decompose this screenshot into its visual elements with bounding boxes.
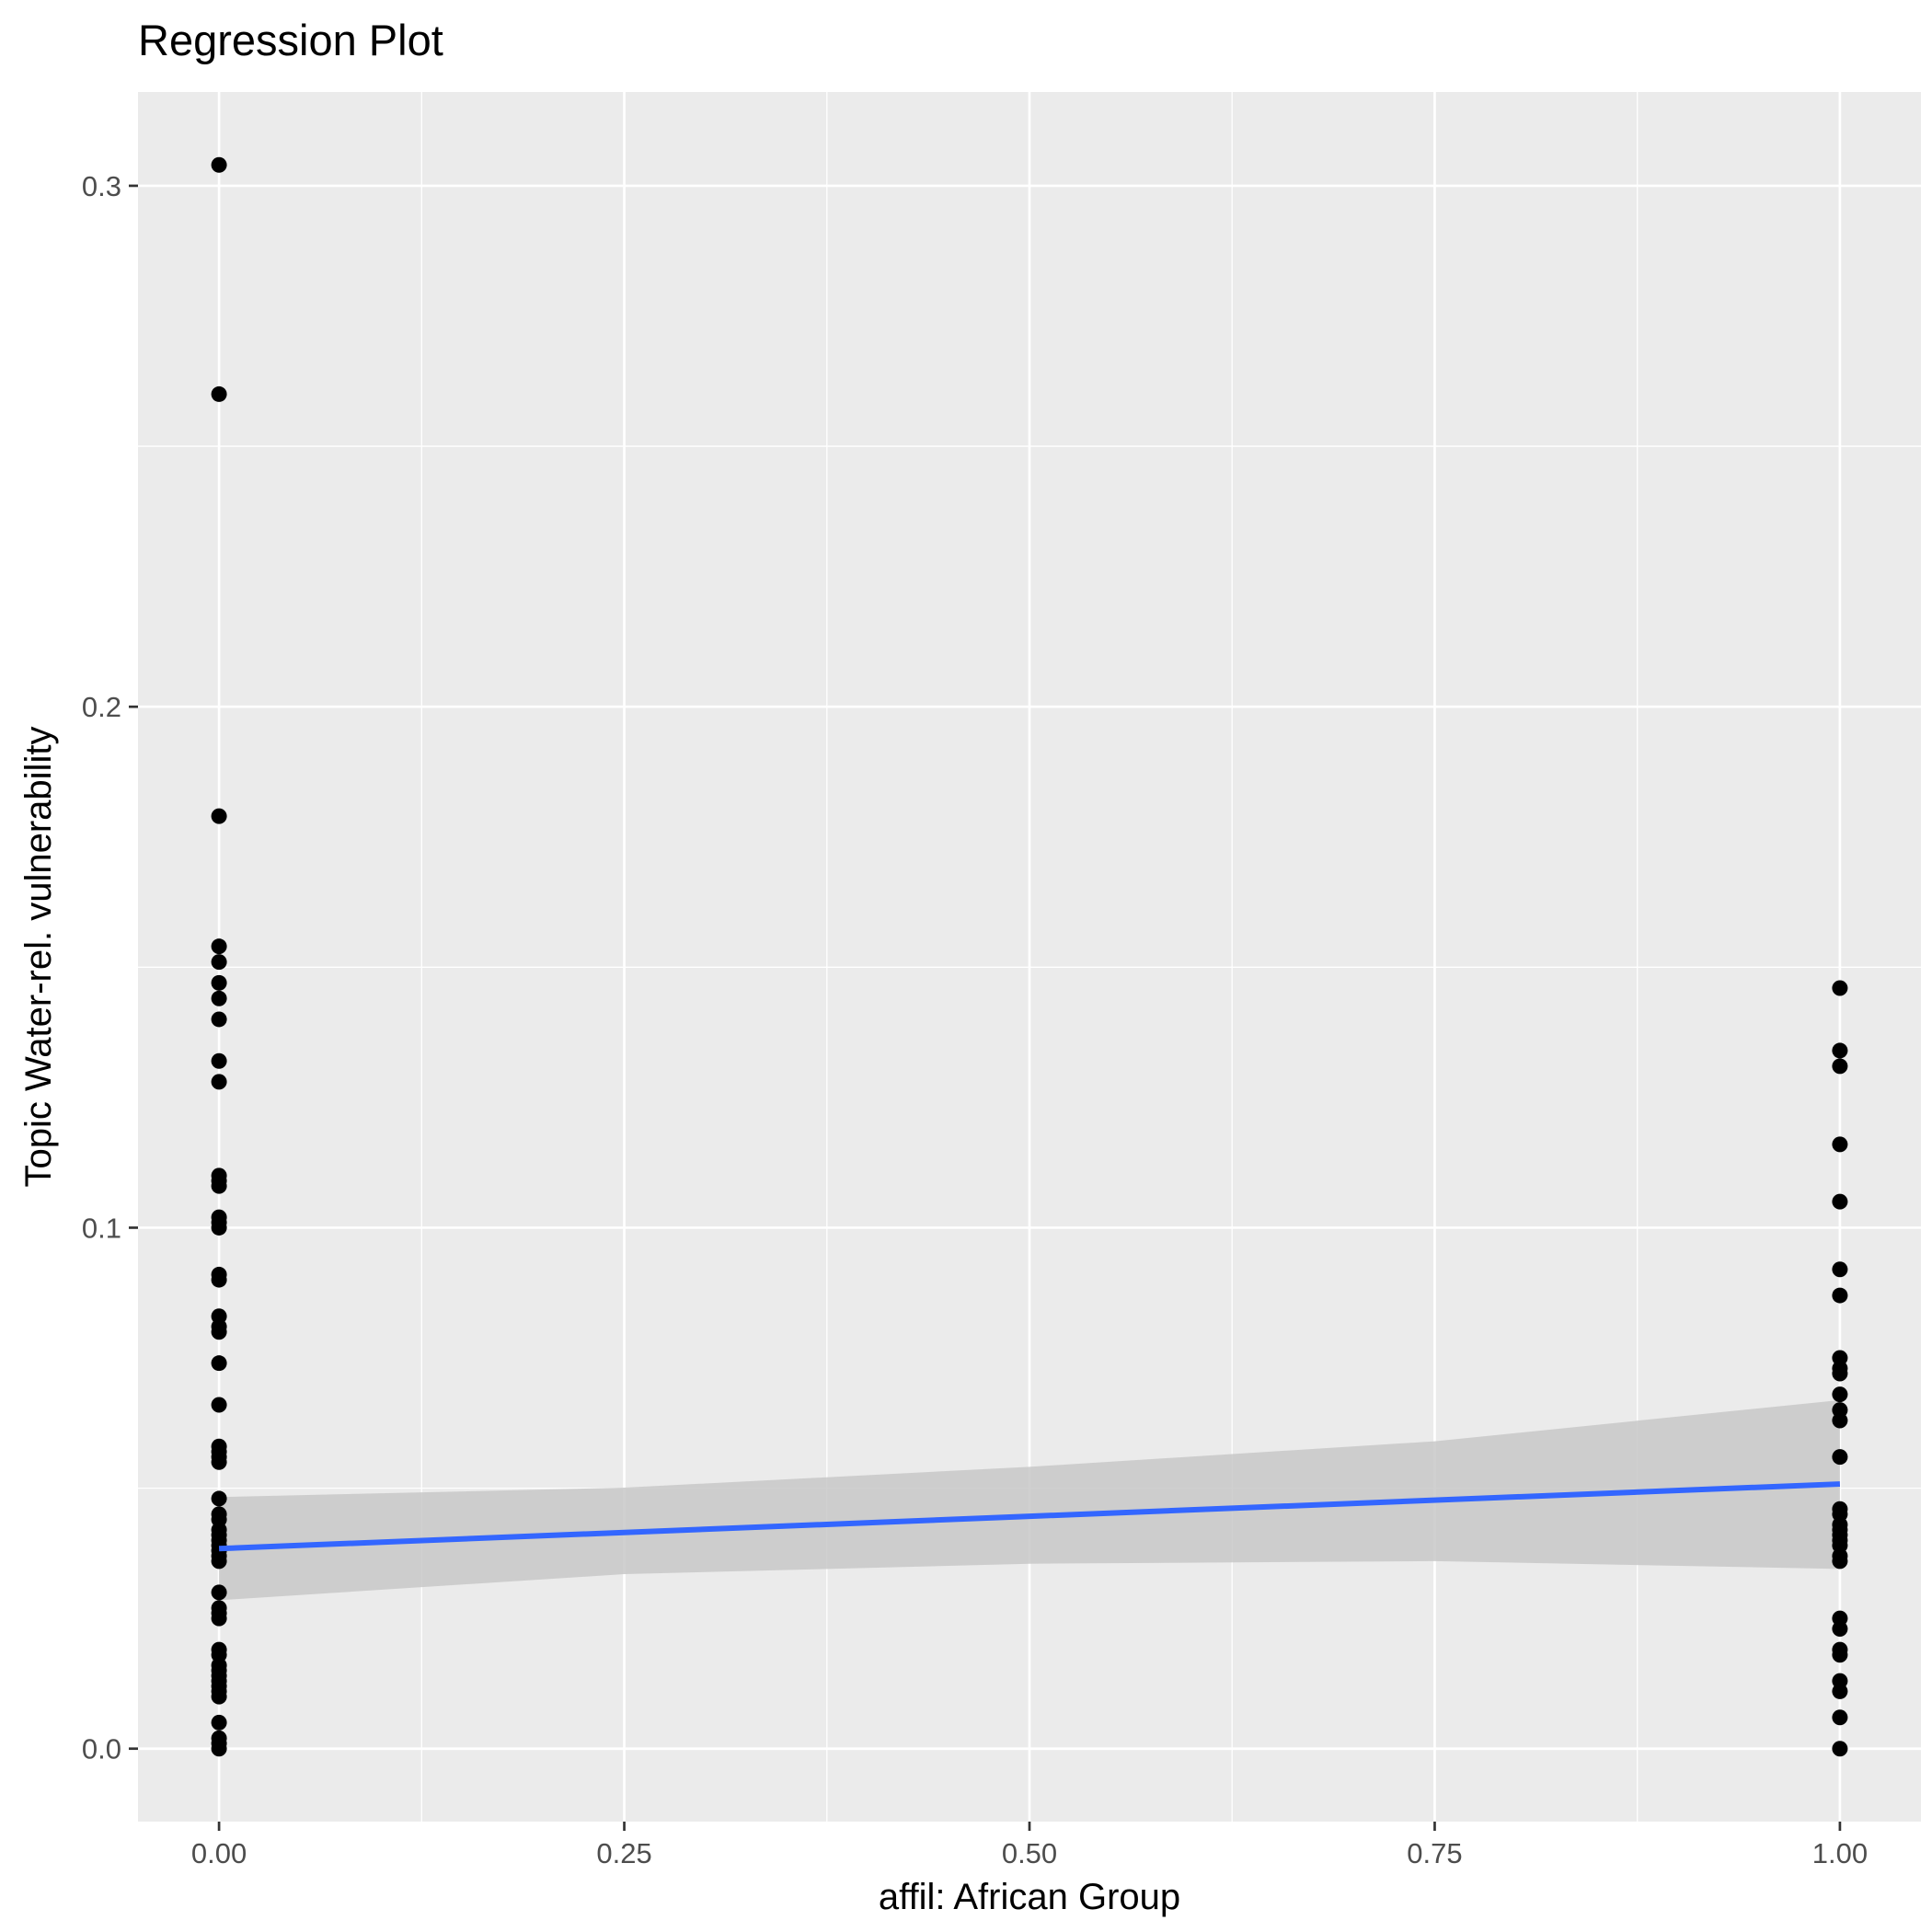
data-point — [211, 1074, 227, 1090]
data-point — [1832, 1386, 1848, 1403]
data-point — [1832, 1365, 1848, 1382]
data-point — [211, 1219, 227, 1236]
data-point — [211, 385, 227, 402]
data-point — [211, 990, 227, 1006]
data-point — [1832, 1449, 1848, 1466]
regression-line — [218, 1481, 1841, 1552]
y-axis-title: Topic Water-rel. vulnerability — [18, 727, 59, 1188]
data-point — [211, 1178, 227, 1194]
data-point — [1832, 1620, 1848, 1637]
data-point — [1832, 1261, 1848, 1278]
data-point — [211, 938, 227, 955]
data-point — [1832, 1042, 1848, 1059]
data-point — [211, 1490, 227, 1507]
data-point — [211, 1454, 227, 1470]
y-tick-label: 0.2 — [82, 691, 121, 723]
data-points — [211, 156, 1848, 1757]
x-tick-label: 0.75 — [1407, 1837, 1462, 1869]
data-point — [211, 156, 227, 173]
x-tick-label: 0.50 — [1002, 1837, 1057, 1869]
data-point — [1832, 1058, 1848, 1075]
data-point — [211, 1271, 227, 1288]
data-point — [1832, 1136, 1848, 1153]
data-point — [211, 1714, 227, 1731]
data-point — [1832, 1412, 1848, 1429]
data-point — [1832, 1709, 1848, 1726]
confidence-band — [219, 1399, 1840, 1601]
data-point — [1832, 1193, 1848, 1210]
data-point — [1832, 1553, 1848, 1570]
data-point — [1832, 1647, 1848, 1663]
data-point — [1832, 980, 1848, 996]
data-point — [211, 1610, 227, 1627]
data-point — [211, 1355, 227, 1372]
data-point — [211, 1741, 227, 1757]
x-axis-title: affil: African Group — [879, 1877, 1180, 1917]
x-axis: 0.00 0.25 0.50 0.75 1.00 — [191, 1822, 1868, 1869]
data-point — [211, 954, 227, 971]
y-axis: 0.0 0.1 0.2 0.3 — [82, 170, 138, 1765]
data-point — [1832, 1741, 1848, 1757]
x-tick-label: 1.00 — [1812, 1837, 1868, 1869]
y-tick-label: 0.3 — [82, 170, 121, 202]
x-tick-label: 0.25 — [596, 1837, 651, 1869]
data-point — [211, 1584, 227, 1601]
confidence-band-layer — [219, 1399, 1840, 1601]
data-point — [211, 808, 227, 824]
data-point — [211, 1324, 227, 1340]
data-point — [211, 1011, 227, 1028]
data-point — [211, 1688, 227, 1705]
data-point — [1832, 1287, 1848, 1304]
y-tick-label: 0.1 — [82, 1212, 121, 1244]
chart-title: Regression Plot — [138, 16, 443, 64]
regression-line-layer — [218, 1481, 1841, 1552]
data-point — [211, 1397, 227, 1413]
data-point — [211, 974, 227, 991]
data-point — [211, 1052, 227, 1069]
data-point — [211, 1553, 227, 1570]
y-tick-label: 0.0 — [82, 1733, 121, 1765]
data-point — [1832, 1683, 1848, 1699]
x-tick-label: 0.00 — [191, 1837, 247, 1869]
